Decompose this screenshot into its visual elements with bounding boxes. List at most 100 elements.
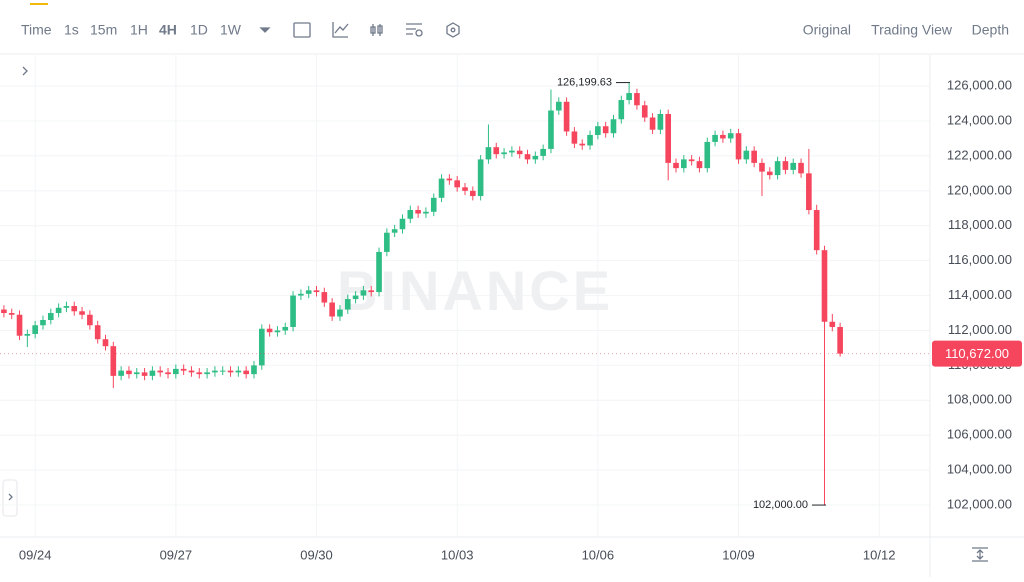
candle-body xyxy=(384,232,390,252)
candle-body xyxy=(196,372,203,375)
candle-body xyxy=(727,133,734,139)
candle-body xyxy=(524,154,531,160)
view-button[interactable]: Trading View xyxy=(871,22,953,38)
candle-body xyxy=(360,290,367,296)
candle-body xyxy=(274,330,281,333)
x-tick-label: 09/30 xyxy=(300,547,333,562)
candle-body xyxy=(157,370,164,373)
candle-body xyxy=(102,339,109,347)
candle-body xyxy=(735,133,742,160)
settings-icon-dot xyxy=(415,29,423,37)
candle-body xyxy=(462,187,468,191)
hex-icon-dot xyxy=(450,27,456,33)
scale-icon[interactable] xyxy=(972,547,988,562)
y-tick-label: 102,000.00 xyxy=(947,496,1012,511)
candle-body xyxy=(446,178,453,181)
candle-body xyxy=(493,147,500,155)
interval-button[interactable]: 1s xyxy=(64,22,79,38)
candle-body xyxy=(94,325,101,340)
x-tick-label: 10/06 xyxy=(582,547,615,562)
y-tick-label: 116,000.00 xyxy=(948,252,1012,267)
candle-body xyxy=(399,218,406,230)
candle-body xyxy=(602,126,609,134)
y-tick-label: 108,000.00 xyxy=(947,392,1012,407)
candle-body xyxy=(766,171,773,176)
candle-body xyxy=(681,159,687,169)
y-tick-label: 124,000.00 xyxy=(947,112,1012,127)
calendar-icon[interactable] xyxy=(293,22,311,38)
candle-body xyxy=(595,126,601,135)
candle-body xyxy=(40,320,46,326)
annotation-label: 102,000.00 xyxy=(753,499,808,511)
candle-body xyxy=(477,159,484,197)
candle-body xyxy=(649,117,656,130)
candle-body xyxy=(258,328,265,366)
candle-body xyxy=(165,372,171,375)
candle-body xyxy=(219,370,226,372)
settings-icon[interactable] xyxy=(406,23,422,35)
candle-body xyxy=(407,210,414,219)
candle-body xyxy=(563,101,570,132)
y-tick-label: 114,000.00 xyxy=(948,287,1012,302)
candle-body xyxy=(87,314,93,326)
candle-body xyxy=(634,93,640,106)
candle-body xyxy=(579,143,586,146)
candle-body xyxy=(712,134,718,142)
x-tick-label: 09/27 xyxy=(160,547,193,562)
indicator-icon[interactable] xyxy=(332,22,349,38)
x-tick-label: 10/12 xyxy=(863,547,896,562)
candle-body xyxy=(79,311,85,315)
candle-body xyxy=(141,372,148,376)
y-tick-label: 106,000.00 xyxy=(947,427,1012,442)
candle-body xyxy=(235,370,242,373)
interval-button[interactable]: 1D xyxy=(190,22,208,38)
candle-body xyxy=(688,159,695,162)
view-button[interactable]: Original xyxy=(803,22,851,38)
candle-body xyxy=(641,105,648,118)
candle-body xyxy=(821,250,828,322)
candle-body xyxy=(149,370,156,376)
candle-body xyxy=(266,328,273,333)
candle-body xyxy=(626,93,632,101)
x-tick-label: 10/03 xyxy=(441,547,474,562)
candle-body xyxy=(180,368,187,371)
expand-icon[interactable] xyxy=(22,66,28,76)
candle-body xyxy=(782,161,789,170)
candle-body xyxy=(188,370,195,373)
interval-button[interactable]: 15m xyxy=(90,22,117,38)
candle-type-icon[interactable] xyxy=(370,24,383,36)
candle-body xyxy=(587,134,593,146)
candle-body xyxy=(548,110,554,149)
candle-body xyxy=(313,290,320,293)
watermark: BINANCE xyxy=(337,259,613,322)
overlay: 126,199.63 102,000.00 110,672.00 xyxy=(0,76,1022,511)
interval-button[interactable]: 4H xyxy=(159,22,177,38)
candle-body xyxy=(720,134,726,139)
interval-button[interactable]: Time xyxy=(21,22,52,38)
y-tick-label: 120,000.00 xyxy=(947,182,1012,197)
candle-body xyxy=(438,178,445,198)
candle-body xyxy=(470,190,476,197)
candle-body xyxy=(344,299,351,310)
interval-button[interactable]: 1W xyxy=(220,22,242,38)
candle-body xyxy=(430,197,437,212)
candle-body xyxy=(454,180,460,188)
candle-body xyxy=(204,372,210,375)
candle-body xyxy=(63,306,70,308)
view-button[interactable]: Depth xyxy=(972,22,1009,38)
interval-button[interactable]: 1H xyxy=(130,22,148,38)
candle-body xyxy=(798,162,804,174)
hex-icon[interactable] xyxy=(446,22,460,38)
candle-body xyxy=(516,150,523,155)
dropdown-icon[interactable] xyxy=(259,27,271,33)
y-tick-label: 122,000.00 xyxy=(947,147,1012,162)
candle-body xyxy=(673,162,679,169)
side-tab[interactable] xyxy=(2,479,18,517)
candle-body xyxy=(829,321,836,327)
candle-body xyxy=(759,162,765,172)
candle-body xyxy=(391,229,398,233)
candle-body xyxy=(251,365,257,375)
y-tick-label: 104,000.00 xyxy=(947,462,1012,477)
